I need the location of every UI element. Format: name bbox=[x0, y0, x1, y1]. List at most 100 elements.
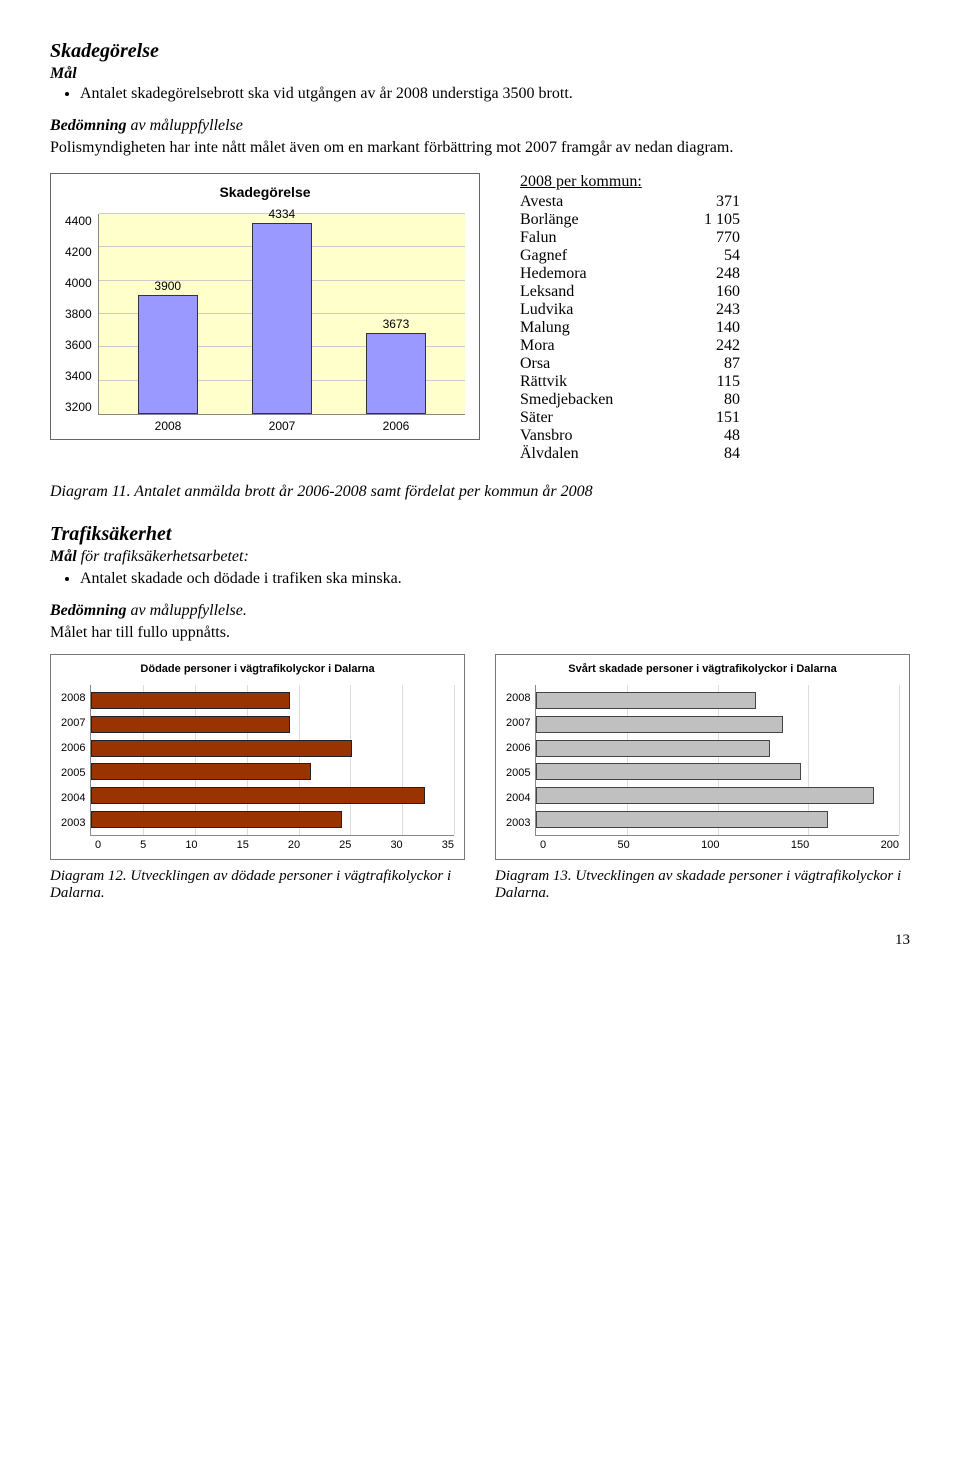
kommun-name: Mora bbox=[520, 337, 555, 355]
hbar-ytick: 2006 bbox=[61, 742, 85, 754]
kommun-row: Malung 140 bbox=[520, 319, 740, 337]
kommun-value: 248 bbox=[716, 265, 740, 283]
hbar-bar bbox=[536, 716, 783, 733]
goal-bullet: Antalet skadegörelsebrott ska vid utgång… bbox=[80, 85, 910, 103]
hbar-bar bbox=[536, 740, 770, 757]
kommun-name: Ludvika bbox=[520, 301, 573, 319]
hbar-xtick: 0 bbox=[540, 839, 546, 851]
chart1-y-axis: 4400420040003800360034003200 bbox=[65, 214, 98, 414]
kommun-value: 80 bbox=[724, 391, 740, 409]
kommun-row: Falun770 bbox=[520, 229, 740, 247]
chart1-xtick: 2006 bbox=[383, 419, 410, 433]
chart1-xtick: 2008 bbox=[155, 419, 182, 433]
kommun-value: 48 bbox=[724, 427, 740, 445]
chart1-bar: 4334 bbox=[247, 207, 317, 414]
chart1-ytick: 4000 bbox=[65, 276, 92, 290]
goal-list: Antalet skadegörelsebrott ska vid utgång… bbox=[50, 85, 910, 103]
hbar-xtick: 200 bbox=[881, 839, 899, 851]
kommun-value: 1 105 bbox=[704, 211, 740, 229]
chart3-title: Svårt skadade personer i vägtrafikolycko… bbox=[506, 663, 899, 675]
kommun-name: Borlänge bbox=[520, 211, 579, 229]
kommun-name: Hedemora bbox=[520, 265, 587, 283]
goal2-rest: för trafiksäkerhetsarbetet bbox=[77, 548, 244, 565]
assessment2-text: Målet har till fullo uppnåtts. bbox=[50, 624, 910, 642]
kommun-row: Leksand160 bbox=[520, 283, 740, 301]
hbar-bar bbox=[536, 763, 801, 780]
hbar-xtick: 5 bbox=[140, 839, 146, 851]
hbar-ytick: 2003 bbox=[61, 817, 85, 829]
hbar-ytick: 2008 bbox=[506, 692, 530, 704]
kommun-row: Säter 151 bbox=[520, 409, 740, 427]
hbar-xtick: 100 bbox=[701, 839, 719, 851]
chart1-ytick: 3200 bbox=[65, 400, 92, 414]
kommun-value: 54 bbox=[724, 247, 740, 265]
caption-13: Diagram 13. Utvecklingen av skadade pers… bbox=[495, 868, 910, 902]
kommun-row: Mora 242 bbox=[520, 337, 740, 355]
chart1-ytick: 3800 bbox=[65, 307, 92, 321]
hbar-bar bbox=[91, 716, 290, 733]
hbar-ytick: 2004 bbox=[506, 792, 530, 804]
hbar-xtick: 20 bbox=[288, 839, 300, 851]
goal-label: Mål bbox=[50, 65, 910, 83]
chart1-ytick: 4400 bbox=[65, 214, 92, 228]
hbar-xtick: 50 bbox=[618, 839, 630, 851]
kommun-name: Smedjebacken bbox=[520, 391, 613, 409]
kommun-value: 115 bbox=[717, 373, 740, 391]
kommun-value: 87 bbox=[724, 355, 740, 373]
kommun-name: Älvdalen bbox=[520, 445, 579, 463]
assessment-line: Bedömning av måluppfyllelse bbox=[50, 117, 910, 135]
hbar-ytick: 2004 bbox=[61, 792, 85, 804]
goal2-list: Antalet skadade och dödade i trafiken sk… bbox=[50, 570, 910, 588]
kommun-name: Malung bbox=[520, 319, 570, 337]
chart2-y-labels: 200820072006200520042003 bbox=[61, 685, 90, 835]
kommun-name: Leksand bbox=[520, 283, 574, 301]
chart3-plot bbox=[535, 685, 899, 836]
chart2-title: Dödade personer i vägtrafikolyckor i Dal… bbox=[61, 663, 454, 675]
hbar-ytick: 2003 bbox=[506, 817, 530, 829]
kommun-row: Gagnef 54 bbox=[520, 247, 740, 265]
hbar-xtick: 0 bbox=[95, 839, 101, 851]
chart3-y-labels: 200820072006200520042003 bbox=[506, 685, 535, 835]
chart1-plot: 390043343673 bbox=[98, 214, 465, 415]
hbar-xtick: 25 bbox=[339, 839, 351, 851]
kommun-value: 151 bbox=[716, 409, 740, 427]
kommun-table: 2008 per kommun: Avesta371Borlänge1 105F… bbox=[520, 173, 740, 463]
hbar-bar bbox=[91, 740, 352, 757]
assessment2-line: Bedömning av måluppfyllelse. bbox=[50, 602, 910, 620]
hbar-xtick: 15 bbox=[237, 839, 249, 851]
caption-12: Diagram 12. Utvecklingen av dödade perso… bbox=[50, 868, 465, 902]
chart1-ytick: 4200 bbox=[65, 245, 92, 259]
hbar-xtick: 10 bbox=[185, 839, 197, 851]
kommun-value: 84 bbox=[724, 445, 740, 463]
goal2-line: Mål för trafiksäkerhetsarbetet: bbox=[50, 548, 910, 566]
chart2-plot bbox=[90, 685, 454, 836]
kommun-name: Säter bbox=[520, 409, 553, 427]
assessment-label: Bedömning bbox=[50, 117, 126, 134]
chart1-bar-value: 3673 bbox=[383, 317, 410, 331]
kommun-header: 2008 per kommun: bbox=[520, 173, 740, 191]
hbar-bar bbox=[536, 787, 873, 804]
chart1-title: Skadegörelse bbox=[65, 184, 465, 200]
kommun-row: Smedjebacken 80 bbox=[520, 391, 740, 409]
chart2-x-labels: 05101520253035 bbox=[95, 839, 454, 851]
kommun-name: Vansbro bbox=[520, 427, 572, 445]
caption-11: Diagram 11. Antalet anmälda brott år 200… bbox=[50, 483, 910, 501]
chart1-bar: 3673 bbox=[361, 317, 431, 414]
chart3-x-labels: 050100150200 bbox=[540, 839, 899, 851]
kommun-value: 371 bbox=[716, 193, 740, 211]
hbar-ytick: 2006 bbox=[506, 742, 530, 754]
hbar-bar bbox=[91, 763, 311, 780]
kommun-name: Gagnef bbox=[520, 247, 567, 265]
chart1-xtick: 2007 bbox=[269, 419, 296, 433]
kommun-row: Älvdalen 84 bbox=[520, 445, 740, 463]
kommun-value: 242 bbox=[716, 337, 740, 355]
section2-title: Trafiksäkerhet bbox=[50, 523, 910, 546]
hbar-bar bbox=[91, 787, 424, 804]
hbar-bar bbox=[91, 811, 342, 828]
hbar-ytick: 2007 bbox=[506, 717, 530, 729]
hbar-bar bbox=[536, 811, 828, 828]
chart1-bar-value: 3900 bbox=[154, 279, 181, 293]
kommun-value: 140 bbox=[716, 319, 740, 337]
chart1-bar: 3900 bbox=[133, 279, 203, 414]
chart3-box: Svårt skadade personer i vägtrafikolycko… bbox=[495, 654, 910, 860]
